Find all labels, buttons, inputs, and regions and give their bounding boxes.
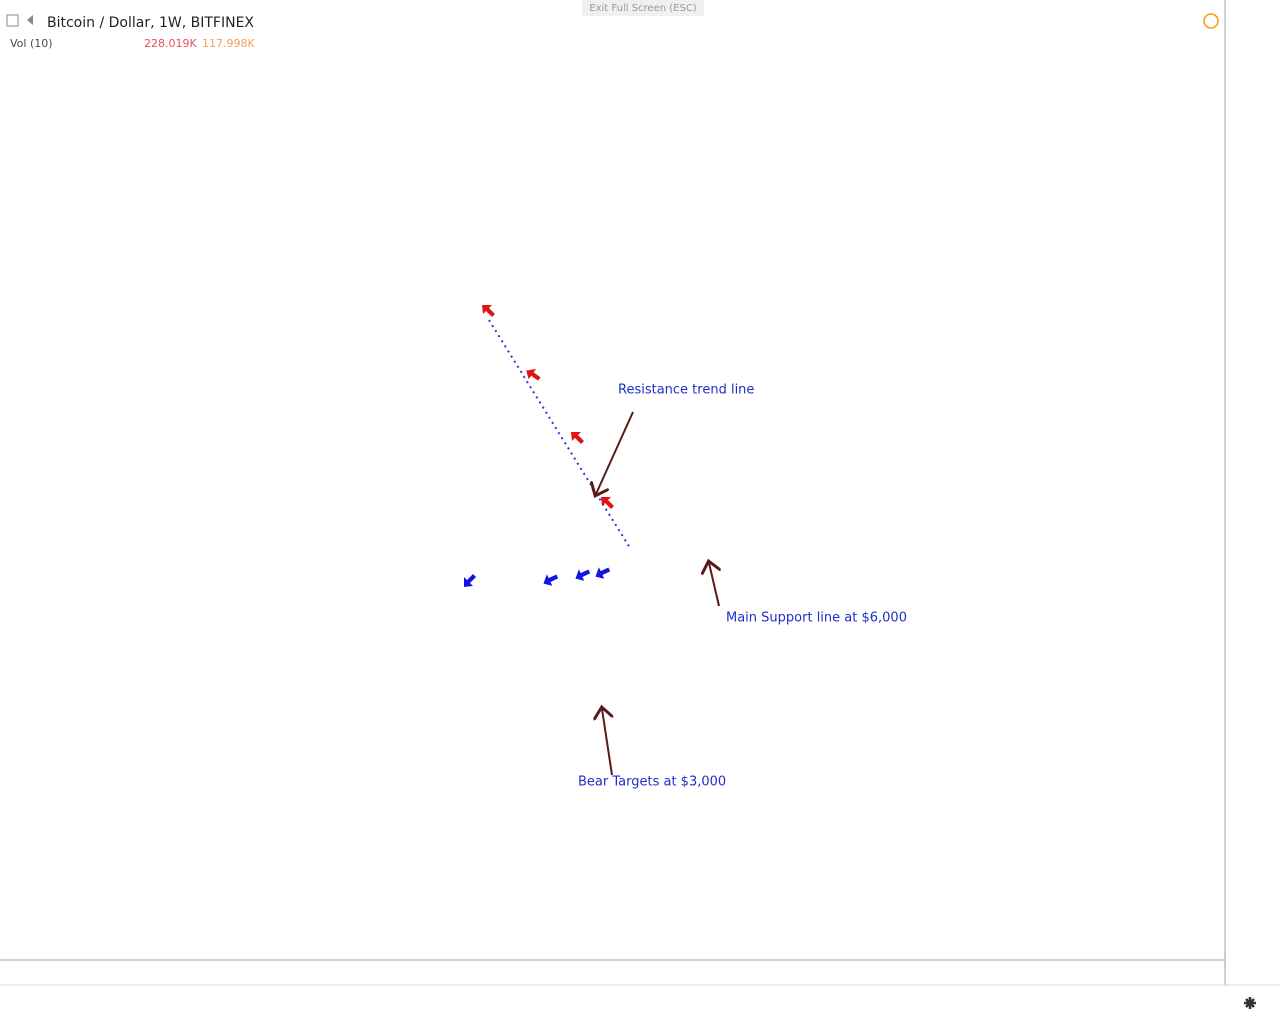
volume-legend-name: Vol (10) — [10, 37, 53, 50]
exit-fullscreen[interactable] — [582, 0, 704, 16]
collapse-icon[interactable] — [6, 14, 19, 27]
blue-arrows — [464, 567, 611, 587]
settings-icon[interactable] — [1244, 997, 1256, 1009]
symbol-title: Bitcoin / Dollar, 1W, BITFINEX — [47, 15, 254, 31]
alert-icon[interactable] — [1203, 13, 1219, 29]
exit-fullscreen-label[interactable]: Exit Full Screen (ESC) — [589, 3, 697, 14]
volume-legend-value: 228.019K — [144, 37, 197, 50]
annotation-arrows — [596, 411, 719, 776]
volume-legend-value: 117.998K — [202, 37, 255, 50]
annotation: Main Support line at $6,000 — [726, 611, 907, 626]
annotation: Bear Targets at $3,000 — [578, 775, 726, 790]
back-icon[interactable] — [27, 15, 33, 25]
red-arrows — [482, 305, 614, 509]
annotation: Resistance trend line — [618, 383, 754, 398]
trend-line — [488, 319, 631, 549]
